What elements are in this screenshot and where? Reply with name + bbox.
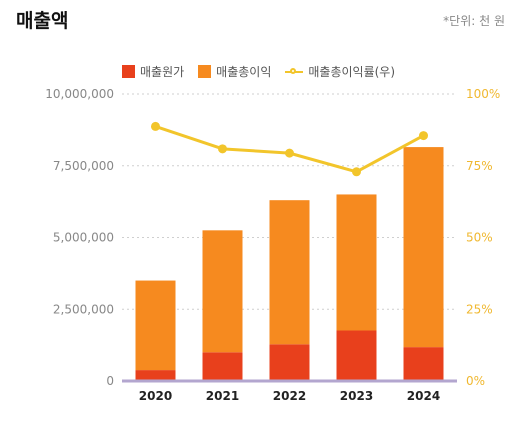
bar-gross-profit: [202, 230, 243, 353]
legend-item-margin[interactable]: 매출총이익률(우): [285, 63, 395, 80]
margin-point: [352, 167, 361, 177]
legend-label-cost: 매출원가: [140, 65, 185, 79]
y-right-tick-label: 100%: [466, 87, 500, 101]
x-tick-label: 2020: [139, 389, 172, 403]
x-tick-label: 2022: [273, 389, 306, 403]
margin-point: [151, 121, 160, 131]
legend-swatch-gross: [198, 65, 212, 78]
bar-cost: [336, 330, 377, 381]
x-tick-label: 2023: [340, 389, 373, 403]
y-right-tick-label: 0%: [466, 374, 485, 388]
legend-item-gross[interactable]: 매출총이익: [198, 63, 271, 80]
x-tick-label: 2021: [206, 389, 239, 403]
y-left-tick-label: 5,000,000: [53, 231, 114, 245]
y-left-tick-label: 10,000,000: [45, 87, 114, 101]
y-right-tick-label: 75%: [466, 159, 493, 173]
legend-line-icon: [285, 67, 304, 77]
y-left-tick-label: 0: [106, 374, 114, 388]
bar-gross-profit: [135, 280, 176, 371]
legend-label-margin: 매출총이익률(우): [308, 65, 396, 79]
y-right-tick-label: 25%: [466, 302, 493, 316]
legend-swatch-cost: [122, 65, 135, 78]
margin-point: [285, 148, 294, 158]
unit-note: *단위: 천 원: [443, 14, 505, 28]
y-left-tick-label: 7,500,000: [53, 159, 114, 173]
bar-gross-profit: [336, 194, 377, 331]
y-right-tick-label: 50%: [466, 231, 493, 245]
page-title: 매출액: [16, 10, 69, 32]
bar-cost: [269, 344, 310, 381]
chart-legend: 매출원가 매출총이익 매출총이익률(우): [122, 63, 395, 80]
bar-cost: [403, 347, 444, 381]
legend-item-cost[interactable]: 매출원가: [122, 63, 184, 80]
bar-cost: [135, 370, 176, 381]
legend-label-gross: 매출총이익: [216, 65, 272, 79]
y-left-tick-label: 2,500,000: [53, 302, 114, 316]
bar-gross-profit: [269, 200, 310, 345]
bar-cost: [202, 352, 243, 381]
x-tick-label: 2024: [407, 389, 440, 403]
bar-gross-profit: [403, 147, 444, 348]
margin-point: [419, 131, 428, 141]
margin-point: [218, 144, 227, 154]
